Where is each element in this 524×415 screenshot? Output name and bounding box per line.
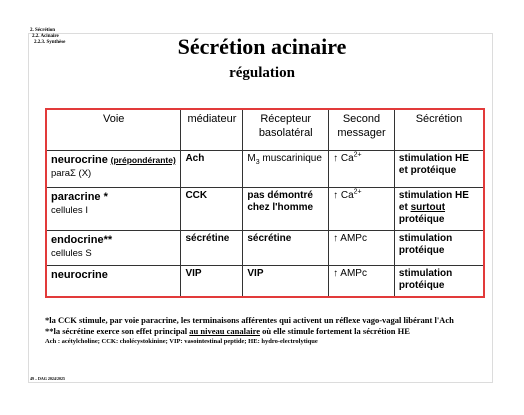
messager-text: AMPc <box>338 233 367 244</box>
cell-secretion: stimulation protéique <box>393 230 485 266</box>
secretion-line2: et protéique <box>398 165 457 176</box>
header-second-line2: messager <box>337 127 386 139</box>
voie-name: paracrine <box>51 191 101 203</box>
table-row: paracrine * cellules I CCK pas démontré c… <box>45 187 485 231</box>
table-row: neurocrine (prépondérante) paraΣ (X) Ach… <box>45 150 485 188</box>
cell-messager: ↑ AMPc <box>328 230 395 266</box>
header-recepteur-line2: basolatéral <box>258 127 313 139</box>
messager-text: AMPc <box>338 268 367 279</box>
secretion-line1: stimulation HE <box>398 153 469 164</box>
footnote-abbreviations: Ach : acétylcholine; CCK: cholécystokini… <box>45 338 318 345</box>
slide-title: Sécrétion acinaire <box>177 34 347 59</box>
cell-messager: ↑ AMPc <box>328 265 395 298</box>
cell-mediateur: VIP <box>180 265 244 298</box>
voie-name: neurocrine <box>51 269 108 281</box>
messager-sup: 2+ <box>353 188 362 196</box>
recepteur-line1: pas démontré <box>247 190 313 201</box>
cell-mediateur: CCK <box>180 187 244 231</box>
breadcrumb-level-3: 2.2.3. Synthèse <box>34 40 66 45</box>
cell-mediateur: Ach <box>180 150 244 188</box>
regulation-table: Voie médiateur Récepteur basolatéral Seco… <box>45 108 485 298</box>
recepteur-line2: chez l'homme <box>247 202 314 213</box>
up-arrow-icon: ↑ <box>333 233 339 244</box>
messager-sup: 2+ <box>353 151 362 159</box>
header-recepteur-line1: Récepteur <box>260 113 312 125</box>
cell-voie: paracrine * cellules I <box>45 187 182 231</box>
page-footer: 49 – DAG 2024/2025 <box>30 376 65 381</box>
secretion-line2-pre: et <box>398 202 411 213</box>
cell-recepteur: M3 muscarinique <box>242 150 330 188</box>
voie-name: endocrine <box>51 234 104 246</box>
recepteur-m: M <box>247 153 256 164</box>
table-header-row: Voie médiateur Récepteur basolatéral Seco… <box>45 108 485 151</box>
slide-subtitle: régulation <box>229 65 295 81</box>
secretion-line1: stimulation HE <box>398 190 469 201</box>
voie-name: neurocrine <box>51 154 108 166</box>
table-row: endocrine** cellules S sécrétine sécréti… <box>45 230 485 266</box>
secretion-line1: stimulation <box>398 233 453 244</box>
messager-text: Ca <box>338 190 354 201</box>
slide-frame <box>28 33 493 383</box>
cell-messager: ↑ Ca2+ <box>328 187 395 231</box>
voie-note: (prépondérante) <box>110 155 176 165</box>
footnote-cck: *la CCK stimule, par voie paracrine, les… <box>45 315 454 325</box>
voie-star: ** <box>103 234 113 246</box>
voie-sub: cellules S <box>51 248 92 259</box>
cell-voie: neurocrine <box>45 265 182 298</box>
header-secretion: Sécrétion <box>393 108 485 151</box>
footnote-secretine: **la sécrétine exerce son effet principa… <box>45 326 454 337</box>
recepteur-sub: 3 <box>255 159 260 166</box>
footnote-secretine-pre: **la sécrétine exerce son effet principa… <box>45 326 190 336</box>
voie-star: * <box>100 191 108 203</box>
cell-voie: endocrine** cellules S <box>45 230 182 266</box>
table-row: neurocrine VIP VIP ↑ AMPc stimulation pro… <box>45 265 485 298</box>
breadcrumb: 2. Sécrétion 2.2. Acinaire 2.2.3. Synthè… <box>30 28 65 46</box>
cell-mediateur: sécrétine <box>180 230 244 266</box>
footnotes: *la CCK stimule, par voie paracrine, les… <box>45 315 454 347</box>
up-arrow-icon: ↑ <box>333 268 339 279</box>
recepteur-rest: muscarinique <box>259 153 322 164</box>
cell-voie: neurocrine (prépondérante) paraΣ (X) <box>45 150 182 188</box>
cell-recepteur: sécrétine <box>242 230 330 266</box>
secretion-line1: stimulation <box>398 268 453 279</box>
header-voie: Voie <box>45 108 182 151</box>
messager-text: Ca <box>338 153 354 164</box>
footnote-secretine-post: où elle stimule fortement la sécrétion H… <box>259 326 410 336</box>
secretion-line2: protéique <box>398 280 445 291</box>
cell-recepteur: VIP <box>242 265 330 298</box>
up-arrow-icon: ↑ <box>333 153 339 164</box>
cell-secretion: stimulation HE et protéique <box>393 150 485 188</box>
voie-sub: paraΣ (X) <box>51 168 92 179</box>
footnote-secretine-underlined: au niveau canalaire <box>189 326 260 336</box>
secretion-line2-underlined: surtout <box>410 202 446 213</box>
secretion-line2: protéique <box>398 245 445 256</box>
breadcrumb-level-1: 2. Sécrétion <box>30 28 55 33</box>
up-arrow-icon: ↑ <box>333 190 339 201</box>
cell-secretion: stimulation HE et surtout protéique <box>393 187 485 231</box>
cell-messager: ↑ Ca2+ <box>328 150 395 188</box>
cell-secretion: stimulation protéique <box>393 265 485 298</box>
header-second-line1: Second <box>342 113 381 125</box>
secretion-line3: protéique <box>398 214 445 225</box>
cell-recepteur: pas démontré chez l'homme <box>242 187 330 231</box>
header-recepteur: Récepteur basolatéral <box>242 108 330 151</box>
breadcrumb-level-2: 2.2. Acinaire <box>32 34 59 39</box>
header-mediateur: médiateur <box>180 108 244 151</box>
voie-sub: cellules I <box>51 205 88 216</box>
header-second-messager: Second messager <box>328 108 395 151</box>
